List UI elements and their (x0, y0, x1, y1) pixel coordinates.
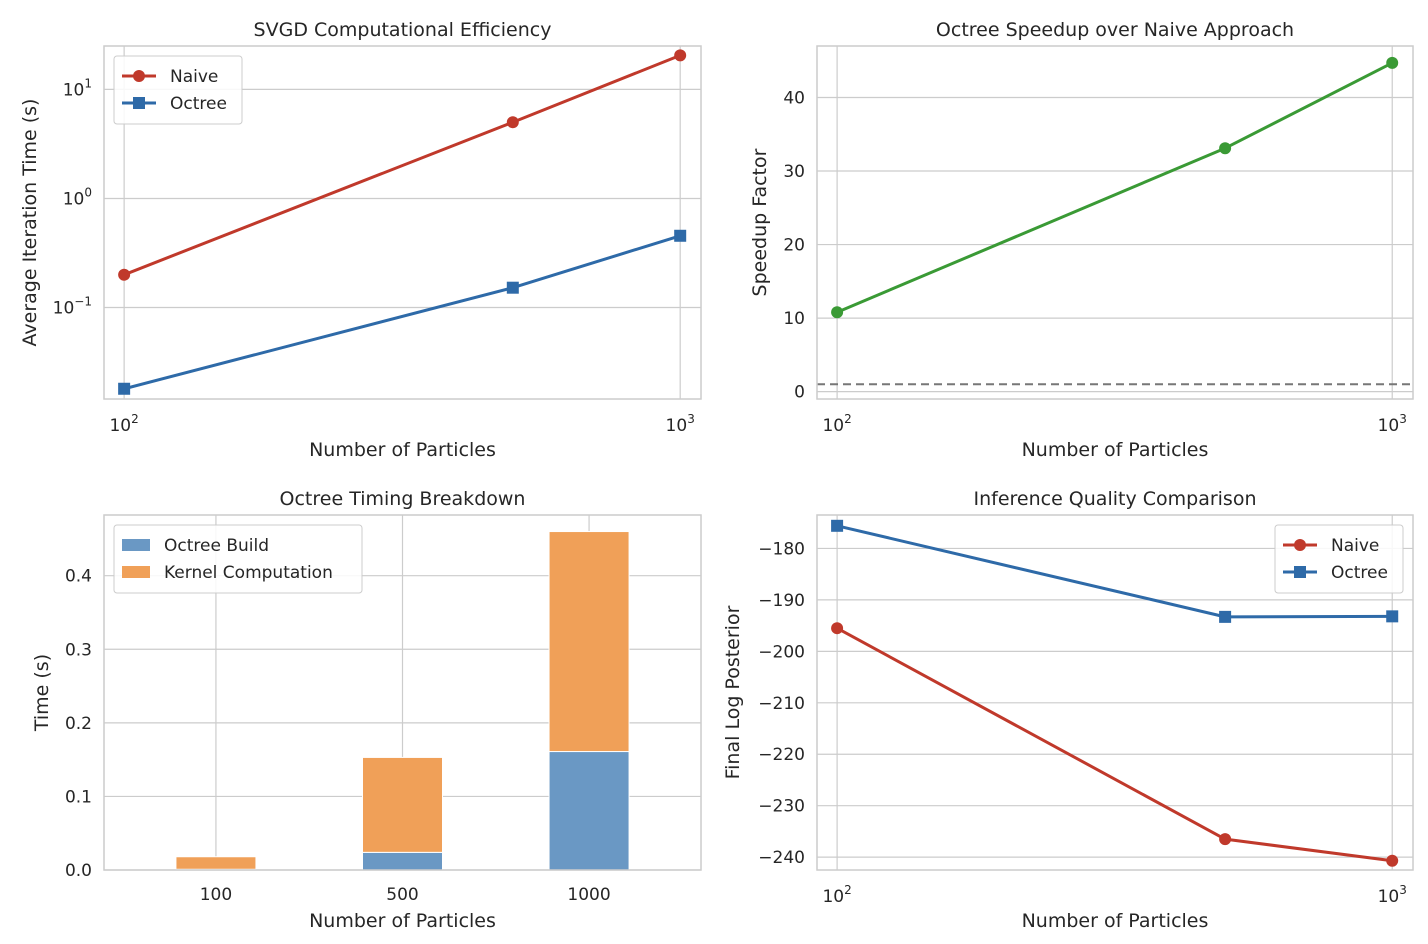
y-tick-label: −180 (758, 539, 805, 559)
x-tick-label: 103 (1378, 883, 1407, 907)
point-octree-1000 (1386, 610, 1399, 623)
bar-kernel-computation-500 (362, 756, 443, 853)
legend-box (1274, 524, 1404, 594)
bar-octree-build-500 (362, 851, 443, 871)
plot-frame (103, 514, 702, 871)
point-naive-100 (831, 622, 844, 635)
chart-quality: −240 −230 −220 −210 −200 −190 −180 102 103 Infere… (722, 488, 1414, 932)
y-tick-label: 0.2 (65, 714, 92, 734)
legend-label-octree: Octree (1331, 563, 1388, 583)
legend-label-kernel-computation: Kernel Computation (164, 563, 333, 583)
plot-frame (816, 514, 1414, 871)
legend-marker-naive (133, 70, 145, 82)
legend-swatch-kernel-computation (122, 566, 150, 578)
y-tick-label: 0.4 (65, 567, 92, 587)
y-tick-label: −200 (758, 642, 805, 662)
point-naive-1000 (1386, 854, 1399, 867)
point-speedup-100 (831, 306, 844, 319)
y-tick-label: −230 (758, 797, 805, 817)
point-octree-100 (831, 519, 844, 532)
series-line-octree (123, 234, 681, 391)
y-axis-label: Time (s) (31, 654, 53, 732)
x-tick-label: 1000 (567, 885, 610, 905)
y-tick-label: 0.1 (65, 787, 92, 807)
point-speedup-500 (1219, 142, 1232, 155)
legend-marker-naive (1294, 539, 1306, 551)
legend-label-naive: Naive (1331, 536, 1379, 556)
x-tick-label: 103 (1378, 412, 1407, 436)
point-naive-1000 (674, 49, 687, 62)
series-line-naive (836, 626, 1393, 863)
x-tick-label: 103 (666, 412, 695, 436)
y-tick-label: 10−1 (53, 295, 92, 319)
y-tick-label: 0.3 (65, 640, 92, 660)
bar-kernel-computation-100 (175, 856, 257, 870)
y-axis-label: Speedup Factor (749, 148, 771, 296)
bar-kernel-computation-1000 (548, 531, 630, 753)
y-tick-label: 10 (783, 309, 805, 329)
legend-box (113, 55, 243, 125)
legend-swatch-octree-build (122, 539, 150, 551)
y-tick-label: 101 (63, 76, 92, 100)
point-speedup-1000 (1386, 56, 1399, 69)
x-tick-label: 102 (822, 412, 851, 436)
point-naive-500 (1219, 833, 1232, 846)
y-axis-label: Final Log Posterior (722, 605, 744, 779)
point-octree-100 (118, 382, 131, 395)
x-axis-label: Number of Particles (309, 439, 496, 461)
y-tick-label: 0 (794, 383, 805, 403)
legend-label-octree-build: Octree Build (164, 536, 269, 556)
chart-speedup: 0 10 20 30 40 102 103 Octree Speedup over Naive… (749, 19, 1414, 461)
point-octree-500 (506, 281, 519, 294)
chart-title: Octree Timing Breakdown (280, 488, 526, 510)
chart-breakdown: 0.0 0.1 0.2 0.3 0.4 100 500 1000 Octree Timing B… (31, 488, 702, 932)
legend-label-octree: Octree (170, 94, 227, 114)
legend-marker-octree (133, 97, 145, 109)
point-naive-500 (506, 116, 519, 129)
y-tick-label: −220 (758, 745, 805, 765)
y-tick-label: 30 (783, 162, 805, 182)
legend-label-naive: Naive (170, 67, 218, 87)
y-tick-label: −240 (758, 848, 805, 868)
y-tick-label: −190 (758, 591, 805, 611)
x-tick-label: 102 (109, 412, 138, 436)
y-tick-label: 40 (783, 88, 805, 108)
chart-title: SVGD Computational Efficiency (254, 19, 552, 41)
x-tick-label: 100 (200, 885, 232, 905)
y-tick-label: 0.0 (65, 861, 92, 881)
x-axis-label: Number of Particles (1022, 439, 1209, 461)
chart-title: Inference Quality Comparison (973, 488, 1256, 510)
plot-frame (816, 45, 1414, 400)
point-octree-1000 (674, 229, 687, 242)
plot-frame (103, 45, 702, 400)
y-tick-label: 100 (63, 185, 92, 209)
legend-marker-octree (1294, 566, 1306, 578)
series-line-speedup (836, 61, 1393, 314)
y-tick-label: 20 (783, 236, 805, 256)
point-naive-100 (118, 268, 131, 281)
chart-title: Octree Speedup over Naive Approach (936, 19, 1294, 41)
y-tick-label: −210 (758, 694, 805, 714)
point-octree-500 (1219, 610, 1232, 623)
bar-octree-build-1000 (548, 751, 630, 871)
x-tick-label: 102 (822, 883, 851, 907)
x-tick-label: 500 (386, 885, 418, 905)
legend-box (113, 524, 363, 594)
chart-efficiency: 10−1 100 101 102 103 SVGD Computational Effic… (19, 19, 702, 461)
y-axis-label: Average Iteration Time (s) (19, 99, 41, 347)
x-axis-label: Number of Particles (1022, 910, 1209, 932)
x-axis-label: Number of Particles (309, 910, 496, 932)
